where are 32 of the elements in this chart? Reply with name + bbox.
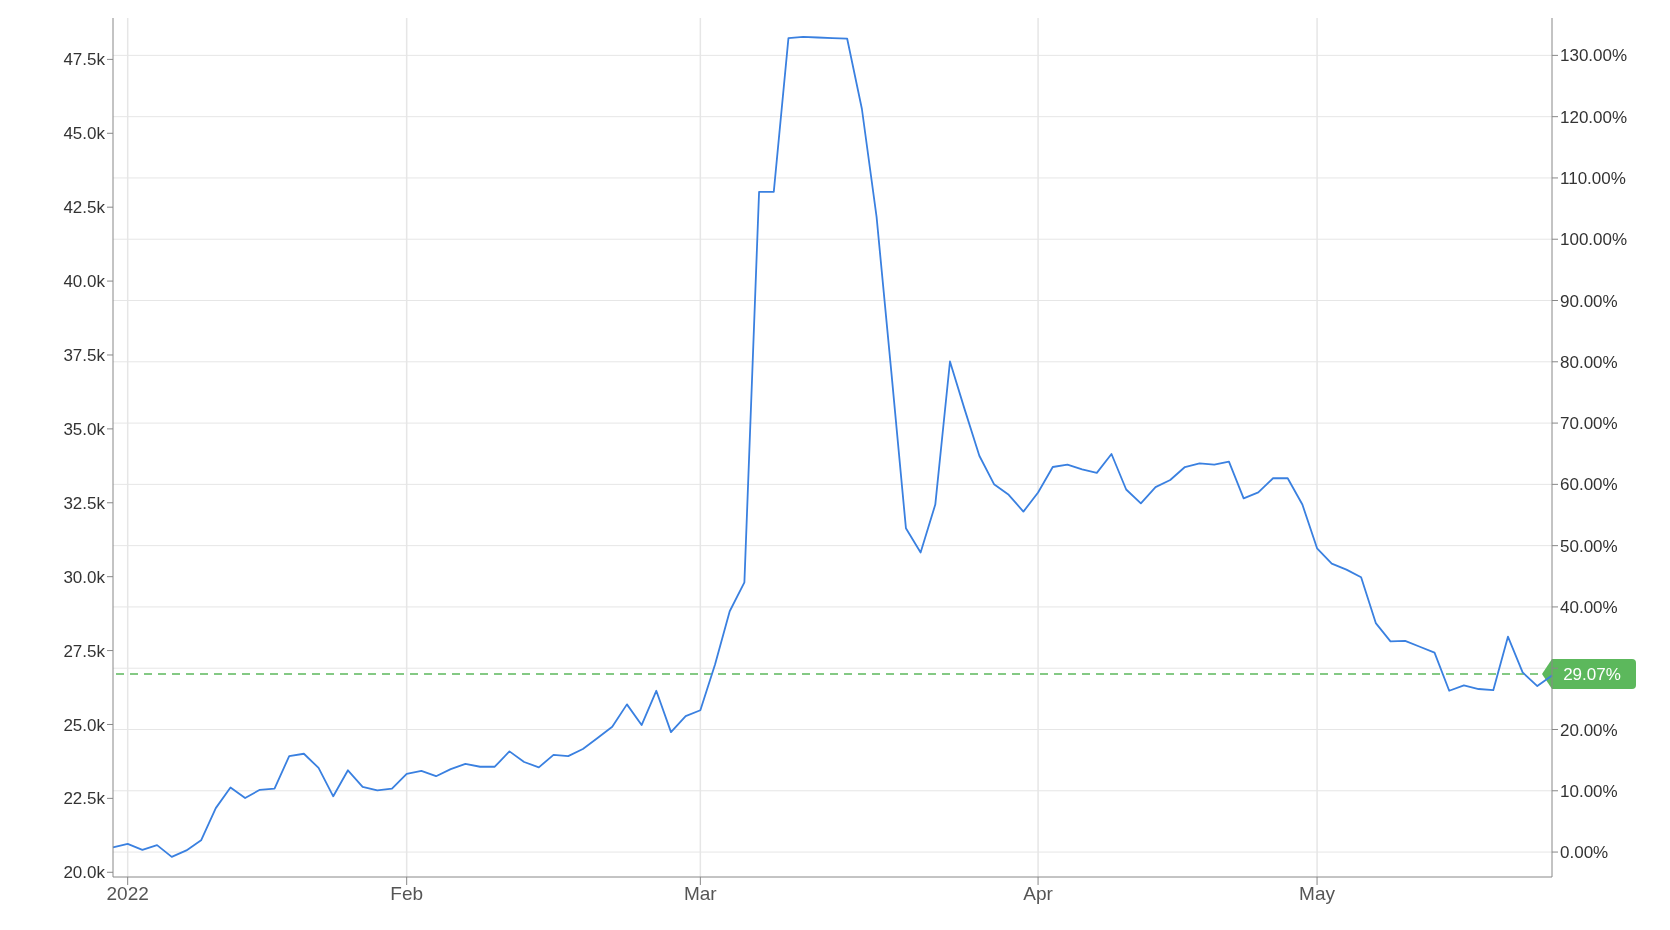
y2-tick-label: 50.00% — [1560, 536, 1618, 556]
x-tick-label: May — [1299, 883, 1336, 905]
y-tick-label: 32.5k — [63, 493, 106, 513]
y2-tick-label: 10.00% — [1560, 781, 1618, 801]
y2-tick-label: 60.00% — [1560, 475, 1618, 495]
y-tick-label: 22.5k — [63, 789, 106, 809]
y2-tick-label: 100.00% — [1560, 230, 1628, 250]
y-tick-label: 47.5k — [63, 50, 106, 70]
y2-tick-label: 70.00% — [1560, 414, 1618, 434]
line-series — [112, 36, 1553, 858]
y-tick-label: 40.0k — [63, 272, 106, 292]
y-tick-label: 30.0k — [63, 567, 106, 587]
y-tick-label: 37.5k — [63, 346, 106, 366]
y2-tick-label: 20.00% — [1560, 720, 1618, 740]
x-tick-label: Feb — [390, 883, 424, 905]
y2-tick-label: 90.00% — [1560, 291, 1618, 311]
y-tick-label: 35.0k — [63, 419, 106, 439]
y-tick-label: 25.0k — [63, 715, 106, 735]
y2-tick-label: 80.00% — [1560, 352, 1618, 372]
y2-tick-label: 40.00% — [1560, 597, 1618, 617]
y2-tick-label: 110.00% — [1560, 168, 1626, 188]
y-tick-label: 27.5k — [63, 641, 106, 661]
x-tick-label: Apr — [1023, 883, 1054, 905]
x-tick-label: 2022 — [106, 883, 149, 905]
y-tick-label: 42.5k — [63, 198, 106, 218]
y-tick-label: 45.0k — [63, 124, 106, 144]
ref-line-label: 29.07% — [1563, 664, 1621, 684]
y2-tick-label: 130.00% — [1560, 46, 1628, 66]
y2-tick-label: 0.00% — [1560, 843, 1609, 863]
x-tick-label: Mar — [683, 883, 718, 905]
y2-tick-label: 120.00% — [1560, 107, 1628, 127]
y-tick-label: 20.0k — [63, 863, 106, 883]
